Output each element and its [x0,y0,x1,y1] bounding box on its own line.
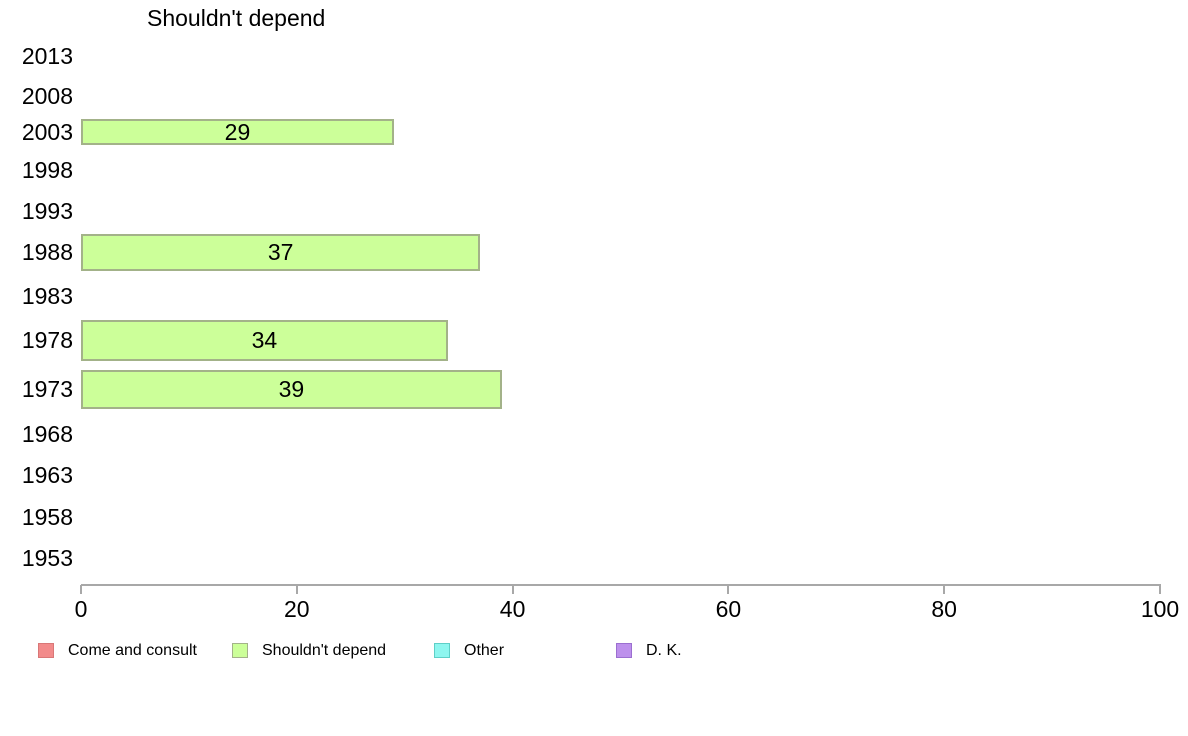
y-axis-label: 1973 [21,376,73,402]
legend-label: Other [464,642,505,659]
x-axis-tick-mark [511,585,514,594]
x-axis-tick-label: 60 [715,596,742,622]
legend-item[interactable]: Come and consult [38,641,197,660]
legend-item[interactable]: Other [434,641,504,660]
legend-swatch-icon [232,643,248,658]
x-axis-tick-mark [1159,585,1161,594]
legend-swatch-icon [38,643,54,658]
x-axis-tick-label: 20 [284,596,310,622]
y-axis-label: 1978 [21,327,73,353]
y-axis-label: 1963 [21,462,73,488]
x-axis-tick-label: 80 [931,596,957,622]
y-axis-label: 1988 [21,239,73,265]
x-axis-tick-label: 40 [499,596,526,622]
x-axis-line [81,584,1161,586]
legend-swatch-icon [616,643,632,658]
legend-swatch-icon [434,643,450,658]
bar: 39 [81,369,502,409]
x-axis-tick-mark [727,585,730,594]
x-axis-tick-mark [295,585,298,594]
y-axis-label: 1998 [21,157,73,183]
legend-label: D. K. [646,642,682,659]
legend-item[interactable]: Shouldn't depend [232,641,386,660]
y-axis-label: 2013 [21,43,73,69]
y-axis-label: 1983 [21,283,73,309]
y-axis-label: 2008 [21,83,73,109]
y-axis-label: 2003 [21,119,73,145]
bar-value-label: 39 [278,375,305,402]
legend-item[interactable]: D. K. [616,641,682,660]
chart-title: Shouldn't depend [147,5,326,31]
y-axis-label: 1958 [21,504,73,530]
bar-value-label: 37 [267,238,294,265]
legend-label: Shouldn't depend [262,642,387,659]
y-axis-label: 1968 [21,421,73,447]
bar-value-label: 29 [224,118,251,145]
bar-value-label: 34 [251,326,278,353]
y-axis-label: 1953 [21,545,73,571]
x-axis-tick-mark [943,585,946,594]
x-axis-tick-mark [80,585,82,594]
x-axis-tick-label: 0 [74,596,88,622]
y-axis-label: 1993 [21,198,73,224]
bar: 34 [81,319,448,361]
x-axis-tick-label: 100 [1140,596,1180,622]
legend-label: Come and consult [68,642,197,659]
bar: 37 [81,233,481,271]
bar: 29 [81,119,394,145]
